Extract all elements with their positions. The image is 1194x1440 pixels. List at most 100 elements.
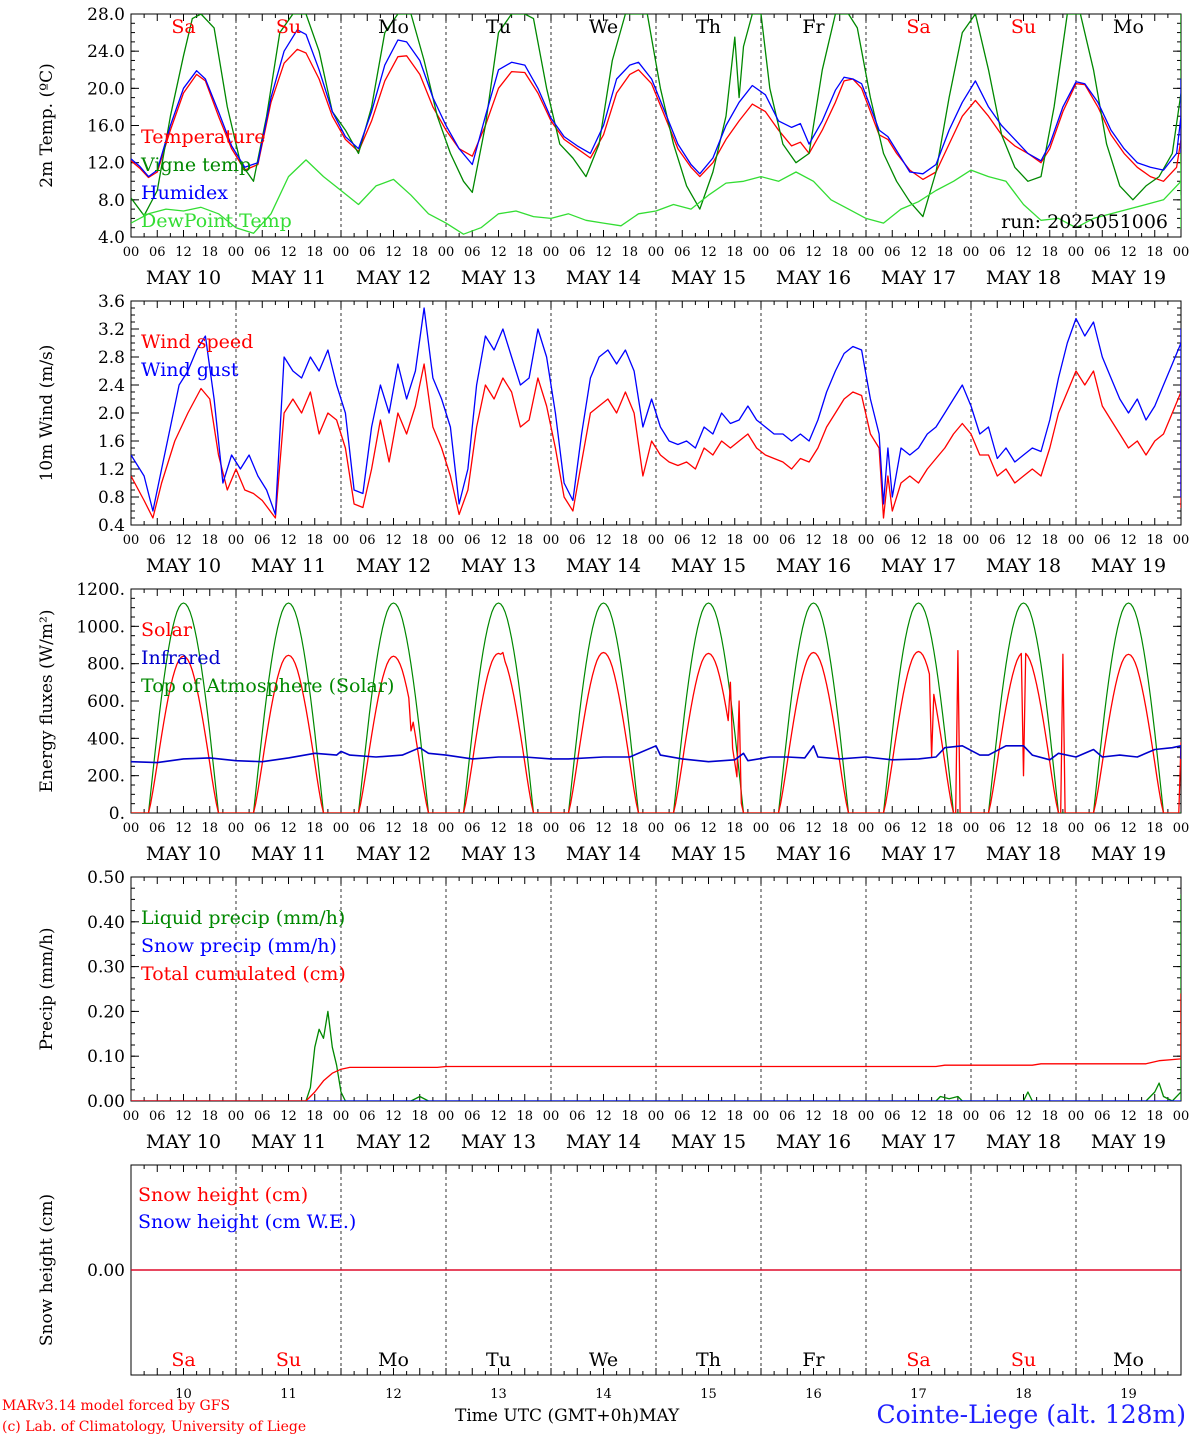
- hour-tick-label: 18: [411, 245, 428, 260]
- hour-tick-label: 00: [858, 821, 875, 836]
- hour-tick-label: 06: [884, 821, 901, 836]
- hour-tick-label: 18: [726, 533, 743, 548]
- hour-tick-label: 00: [228, 245, 245, 260]
- y-tick-label: 1000.: [76, 617, 125, 637]
- hour-tick-label: 06: [149, 1109, 166, 1124]
- y-axis-label: Precip (mm/h): [37, 927, 57, 1050]
- weekday-label: Tu: [486, 1349, 511, 1371]
- solar-line: [131, 649, 1181, 813]
- hour-tick-label: 00: [1068, 821, 1085, 836]
- hour-tick-label: 18: [621, 1109, 638, 1124]
- legend-entry: Snow height (cm): [138, 1184, 308, 1206]
- hour-tick-label: 12: [175, 821, 192, 836]
- hour-tick-label: 12: [910, 1109, 927, 1124]
- hour-tick-label: 18: [201, 1109, 218, 1124]
- infrared-line: [131, 745, 1181, 764]
- hour-tick-label: 00: [648, 245, 665, 260]
- y-axis-label: Energy fluxes (W/m²): [37, 610, 57, 793]
- hour-tick-label: 12: [805, 245, 822, 260]
- hour-tick-label: 06: [1094, 821, 1111, 836]
- hour-tick-label: 06: [779, 245, 796, 260]
- date-label: MAY 13: [461, 1131, 536, 1153]
- hour-tick-label: 06: [359, 245, 376, 260]
- date-label: MAY 10: [146, 267, 221, 289]
- hour-tick-label: 12: [700, 821, 717, 836]
- day-number-label: 14: [595, 1387, 612, 1402]
- date-label: MAY 15: [671, 555, 746, 577]
- hour-tick-label: 12: [805, 821, 822, 836]
- hour-tick-label: 00: [228, 821, 245, 836]
- date-label: MAY 18: [986, 1131, 1061, 1153]
- hour-tick-label: 00: [228, 1109, 245, 1124]
- y-tick-label: 16.0: [87, 117, 125, 137]
- y-tick-label: 3.2: [98, 320, 125, 340]
- hour-tick-label: 18: [936, 1109, 953, 1124]
- hour-tick-label: 06: [569, 1109, 586, 1124]
- date-label: MAY 12: [356, 1131, 431, 1153]
- hour-tick-label: 12: [385, 245, 402, 260]
- time-axis-month: MAY: [639, 1406, 680, 1426]
- date-label: MAY 12: [356, 843, 431, 865]
- hour-tick-label: 18: [726, 1109, 743, 1124]
- hour-tick-label: 12: [1015, 245, 1032, 260]
- hour-tick-label: 12: [385, 533, 402, 548]
- hour-tick-label: 00: [753, 821, 770, 836]
- date-label: MAY 10: [146, 555, 221, 577]
- hour-tick-label: 00: [858, 533, 875, 548]
- hour-tick-label: 18: [936, 245, 953, 260]
- hour-tick-label: 18: [411, 1109, 428, 1124]
- date-label: MAY 14: [566, 843, 641, 865]
- y-tick-label: 400.: [87, 729, 125, 749]
- y-tick-label: 0.: [109, 804, 125, 824]
- hour-tick-label: 18: [831, 533, 848, 548]
- weekday-label: Su: [276, 1349, 301, 1371]
- hour-tick-label: 00: [963, 1109, 980, 1124]
- day-number-label: 12: [385, 1387, 402, 1402]
- hour-tick-label: 00: [333, 245, 350, 260]
- y-tick-label: 1.6: [98, 432, 125, 452]
- series-group: [131, 894, 1181, 1101]
- hour-tick-label: 12: [595, 821, 612, 836]
- hour-tick-label: 06: [1094, 245, 1111, 260]
- y-tick-label: 0.30: [87, 958, 125, 978]
- hour-tick-label: 00: [858, 245, 875, 260]
- dewpoint-temp-line: [131, 152, 1181, 235]
- hour-tick-label: 00: [333, 1109, 350, 1124]
- date-label: MAY 19: [1091, 555, 1166, 577]
- hour-tick-label: 06: [464, 1109, 481, 1124]
- y-tick-label: 800.: [87, 655, 125, 675]
- y-tick-label: 600.: [87, 692, 125, 712]
- hour-tick-label: 18: [516, 533, 533, 548]
- y-tick-label: 12.0: [87, 154, 125, 174]
- hour-tick-label: 00: [753, 1109, 770, 1124]
- hour-tick-label: 00: [333, 533, 350, 548]
- hour-tick-label: 18: [201, 245, 218, 260]
- day-number-label: 10: [175, 1387, 192, 1402]
- hour-tick-label: 00: [963, 533, 980, 548]
- weekday-label: Fr: [802, 16, 825, 38]
- hour-tick-label: 18: [621, 821, 638, 836]
- date-label: MAY 19: [1091, 267, 1166, 289]
- hour-tick-label: 06: [149, 533, 166, 548]
- hour-tick-label: 18: [831, 821, 848, 836]
- hour-tick-label: 06: [884, 245, 901, 260]
- hour-tick-label: 18: [201, 821, 218, 836]
- legend-entry: Snow height (cm W.E.): [138, 1211, 356, 1233]
- total-cumulated-cm-line: [131, 993, 1181, 1101]
- hour-tick-label: 18: [726, 245, 743, 260]
- legend-entry: Temperature: [141, 126, 265, 148]
- legend-entry: Solar: [141, 619, 193, 641]
- day-number-label: 16: [805, 1387, 822, 1402]
- hour-tick-label: 18: [411, 821, 428, 836]
- hour-tick-label: 12: [805, 1109, 822, 1124]
- hour-tick-label: 00: [543, 533, 560, 548]
- hour-tick-label: 00: [1173, 1109, 1190, 1124]
- hour-tick-label: 06: [254, 1109, 271, 1124]
- hour-tick-label: 00: [1068, 1109, 1085, 1124]
- weekday-label: Tu: [486, 16, 511, 38]
- hour-tick-label: 06: [464, 821, 481, 836]
- y-tick-label: 0.20: [87, 1002, 125, 1022]
- hour-tick-label: 00: [648, 821, 665, 836]
- toa-solar-line: [131, 602, 1181, 813]
- date-label: MAY 10: [146, 843, 221, 865]
